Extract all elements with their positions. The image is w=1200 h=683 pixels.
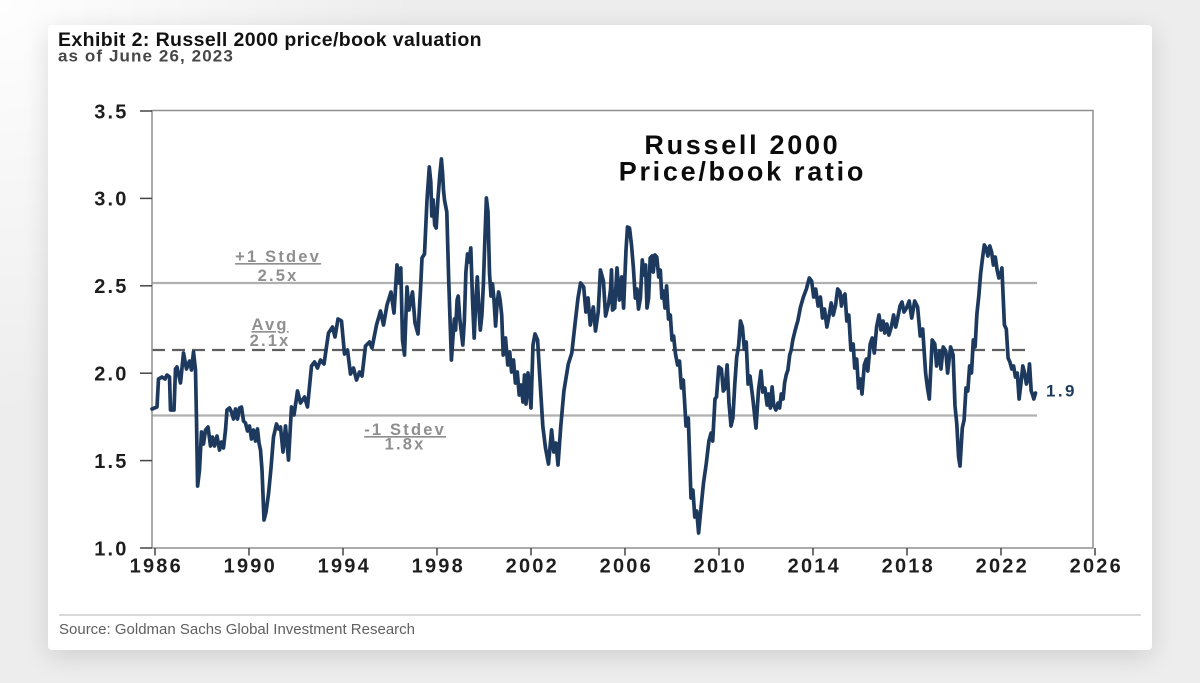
svg-text:Avg: Avg bbox=[252, 316, 289, 334]
svg-text:2002: 2002 bbox=[506, 556, 559, 578]
svg-text:Exhibit 2: Russell 2000 price/: Exhibit 2: Russell 2000 price/book valua… bbox=[58, 29, 482, 51]
svg-text:1.5: 1.5 bbox=[94, 451, 128, 473]
svg-text:2022: 2022 bbox=[976, 556, 1029, 578]
svg-text:1.8x: 1.8x bbox=[385, 436, 426, 454]
svg-text:1994: 1994 bbox=[318, 556, 371, 578]
svg-text:2006: 2006 bbox=[600, 556, 653, 578]
svg-text:3.5: 3.5 bbox=[94, 101, 128, 123]
svg-text:Price/book ratio: Price/book ratio bbox=[619, 157, 866, 187]
svg-text:+1 Stdev: +1 Stdev bbox=[235, 248, 321, 266]
svg-text:1986: 1986 bbox=[130, 556, 183, 578]
svg-text:2010: 2010 bbox=[694, 556, 747, 578]
svg-text:Source: Goldman Sachs Global I: Source: Goldman Sachs Global Investment … bbox=[59, 621, 415, 638]
svg-text:1.9: 1.9 bbox=[1046, 382, 1077, 401]
svg-text:1990: 1990 bbox=[224, 556, 277, 578]
svg-text:-1 Stdev: -1 Stdev bbox=[364, 421, 446, 439]
svg-text:2.1x: 2.1x bbox=[250, 332, 291, 350]
svg-text:2.5x: 2.5x bbox=[258, 267, 299, 285]
svg-text:as of June 26, 2023: as of June 26, 2023 bbox=[58, 47, 234, 66]
svg-text:2.0: 2.0 bbox=[94, 363, 128, 385]
svg-text:Russell 2000: Russell 2000 bbox=[644, 130, 840, 160]
svg-text:2.5: 2.5 bbox=[94, 276, 128, 298]
svg-text:1.0: 1.0 bbox=[94, 538, 128, 560]
svg-text:1998: 1998 bbox=[412, 556, 465, 578]
svg-text:2026: 2026 bbox=[1070, 556, 1123, 578]
svg-text:3.0: 3.0 bbox=[94, 189, 128, 211]
svg-text:2014: 2014 bbox=[788, 556, 841, 578]
svg-text:2018: 2018 bbox=[882, 556, 935, 578]
